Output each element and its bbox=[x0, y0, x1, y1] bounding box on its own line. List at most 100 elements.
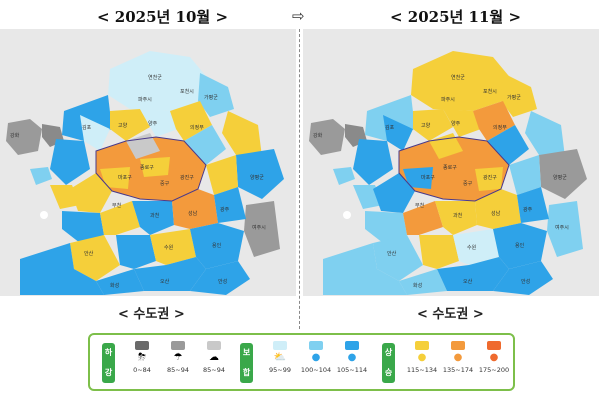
svg-text:가평군: 가평군 bbox=[507, 94, 521, 101]
legend-range-1: 85~94 bbox=[167, 366, 189, 374]
region-pyeongtaek bbox=[323, 243, 407, 295]
map-panel-october: 연천군 파주시 포천시 가평군 김포 고양 양주 의정부 종로구 마포구 중구 광진구 부천 과천… bbox=[0, 29, 296, 296]
right-map-caption: < 수도권 > bbox=[417, 307, 484, 322]
storm-icon: ⛈ bbox=[138, 352, 146, 363]
region-island-1 bbox=[30, 167, 52, 185]
svg-text:김포: 김포 bbox=[385, 124, 395, 131]
sun-red-icon: ● bbox=[489, 352, 499, 363]
region-osan bbox=[437, 257, 509, 291]
region-siheung bbox=[62, 211, 104, 243]
region-namyangju bbox=[184, 125, 226, 165]
cloud-icon: ☁ bbox=[209, 352, 219, 363]
legend-swatch-5 bbox=[345, 341, 359, 350]
svg-text:강화: 강화 bbox=[313, 132, 323, 139]
region-northeast bbox=[501, 73, 537, 117]
panel-divider bbox=[299, 29, 300, 329]
region-osan bbox=[134, 257, 206, 291]
svg-text:양평군: 양평군 bbox=[250, 174, 264, 181]
svg-text:화성: 화성 bbox=[110, 282, 119, 289]
svg-text:마포구: 마포구 bbox=[118, 174, 132, 181]
map-panel-november: 연천군 파주시 포천시 가평군 김포 고양 양주 의정부 종로구 마포구 중구 광진구 부천 과천… bbox=[303, 29, 599, 296]
region-gapyeong bbox=[222, 111, 262, 157]
region-pyeongtaek bbox=[20, 243, 104, 295]
svg-text:수원: 수원 bbox=[467, 244, 477, 251]
svg-text:연천군: 연천군 bbox=[451, 74, 465, 81]
legend-range-8: 175~200 bbox=[478, 366, 510, 374]
sun-icon: ● bbox=[417, 352, 427, 363]
right-arrow-icon: ⇨ bbox=[292, 7, 305, 25]
region-suwon-west bbox=[116, 235, 156, 269]
svg-text:마포구: 마포구 bbox=[421, 174, 435, 181]
region-gwangmyeong bbox=[100, 201, 140, 235]
region-bucheon bbox=[373, 173, 415, 213]
legend-range-3: 95~99 bbox=[269, 366, 291, 374]
legend-item-6: ● 115~134 bbox=[404, 341, 440, 374]
region-gwacheon bbox=[435, 201, 477, 235]
legend-range-5: 105~114 bbox=[336, 366, 368, 374]
sun-orange-icon: ● bbox=[453, 352, 463, 363]
svg-text:종로구: 종로구 bbox=[140, 165, 154, 171]
region-ganghwa bbox=[6, 119, 42, 155]
svg-text:수원: 수원 bbox=[164, 244, 174, 251]
region-incheon-north bbox=[50, 139, 90, 185]
region-mapo bbox=[403, 167, 433, 189]
region-hwaseong bbox=[96, 269, 144, 295]
region-gwangju bbox=[214, 187, 246, 223]
svg-text:양주: 양주 bbox=[148, 120, 158, 127]
legend-range-6: 115~134 bbox=[406, 366, 438, 374]
legend-range-7: 135~174 bbox=[442, 366, 474, 374]
region-island-1 bbox=[333, 167, 355, 185]
svg-text:김포: 김포 bbox=[82, 124, 92, 131]
legend-range-0: 0~84 bbox=[133, 366, 151, 374]
region-yongin bbox=[493, 223, 547, 269]
svg-text:고양: 고양 bbox=[118, 122, 128, 129]
region-north bbox=[411, 51, 513, 111]
svg-text:여주시: 여주시 bbox=[555, 224, 569, 231]
svg-text:오산: 오산 bbox=[463, 278, 473, 285]
region-gwangjin bbox=[475, 167, 503, 191]
legend-item-8: ● 175~200 bbox=[476, 341, 512, 374]
legend-swatch-2 bbox=[207, 341, 221, 350]
region-yongin bbox=[190, 223, 244, 269]
region-hanam bbox=[509, 155, 541, 195]
region-mapo bbox=[100, 167, 130, 189]
svg-text:광주: 광주 bbox=[220, 206, 230, 213]
left-map-title: < 2025년 10월 > bbox=[97, 8, 229, 26]
svg-text:광주: 광주 bbox=[523, 206, 533, 213]
svg-text:파주시: 파주시 bbox=[138, 96, 152, 103]
region-paju-south bbox=[110, 109, 150, 141]
region-yangpyeong bbox=[539, 149, 587, 199]
legend-item-0: ⛈ 0~84 bbox=[124, 341, 160, 374]
region-ganghwa bbox=[309, 119, 345, 155]
legend-item-1: ☂ 85~94 bbox=[160, 341, 196, 374]
region-anseong bbox=[493, 261, 553, 295]
svg-text:성남: 성남 bbox=[188, 210, 198, 217]
svg-text:포천시: 포천시 bbox=[180, 88, 194, 95]
svg-text:부천: 부천 bbox=[112, 202, 122, 209]
sun-small-icon: ● bbox=[347, 352, 357, 363]
sun-cloud-icon: ● bbox=[311, 352, 321, 363]
svg-text:부천: 부천 bbox=[415, 202, 425, 209]
svg-text:안성: 안성 bbox=[521, 278, 530, 285]
legend-swatch-4 bbox=[309, 341, 323, 350]
region-yeoju bbox=[244, 201, 280, 257]
cloud-sun-icon: ⛅ bbox=[273, 352, 287, 363]
region-suwon bbox=[453, 229, 499, 265]
left-map-caption: < 수도권 > bbox=[118, 307, 185, 322]
right-map-title: < 2025년 11월 > bbox=[390, 8, 522, 26]
legend-swatch-7 bbox=[451, 341, 465, 350]
svg-text:포천시: 포천시 bbox=[483, 88, 497, 95]
svg-text:안산: 안산 bbox=[387, 250, 397, 257]
region-hwaseong bbox=[399, 269, 447, 295]
region-seongnam bbox=[172, 189, 218, 229]
region-seongnam bbox=[475, 189, 521, 229]
legend-item-3: ⛅ 95~99 bbox=[262, 341, 298, 374]
region-suwon-west bbox=[419, 235, 459, 269]
svg-text:종로구: 종로구 bbox=[443, 165, 457, 171]
